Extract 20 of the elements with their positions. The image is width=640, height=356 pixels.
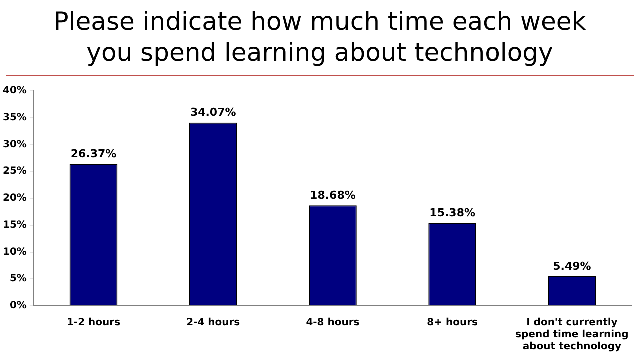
data-label: 15.38% (430, 206, 476, 220)
y-tick-label: 15% (3, 220, 27, 231)
y-tick-label: 5% (10, 274, 27, 285)
data-label: 5.49% (553, 260, 592, 273)
y-tick-label: 0% (10, 300, 27, 312)
x-tick-label: I don't currently spend time learning about technology (516, 318, 629, 353)
y-tick-label: 10% (3, 246, 27, 258)
y-tick-label: 30% (3, 139, 27, 150)
chart-title: Please indicate how much time each week you spend learning about technology (52, 6, 588, 68)
data-label: 34.07% (190, 106, 236, 120)
y-tick-label: 35% (3, 112, 27, 124)
data-label: 26.37% (70, 148, 117, 161)
x-tick-label: 2-4 hours (186, 318, 240, 329)
x-tick-label: 8+ hours (427, 318, 478, 329)
data-label: 18.68% (310, 188, 356, 202)
x-tick-label: 4-8 hours (306, 318, 360, 329)
y-tick-label: 40% (3, 86, 27, 97)
x-tick-label: 1-2 hours (66, 318, 121, 329)
y-tick-label: 25% (3, 166, 27, 178)
y-tick-label: 20% (3, 193, 27, 204)
